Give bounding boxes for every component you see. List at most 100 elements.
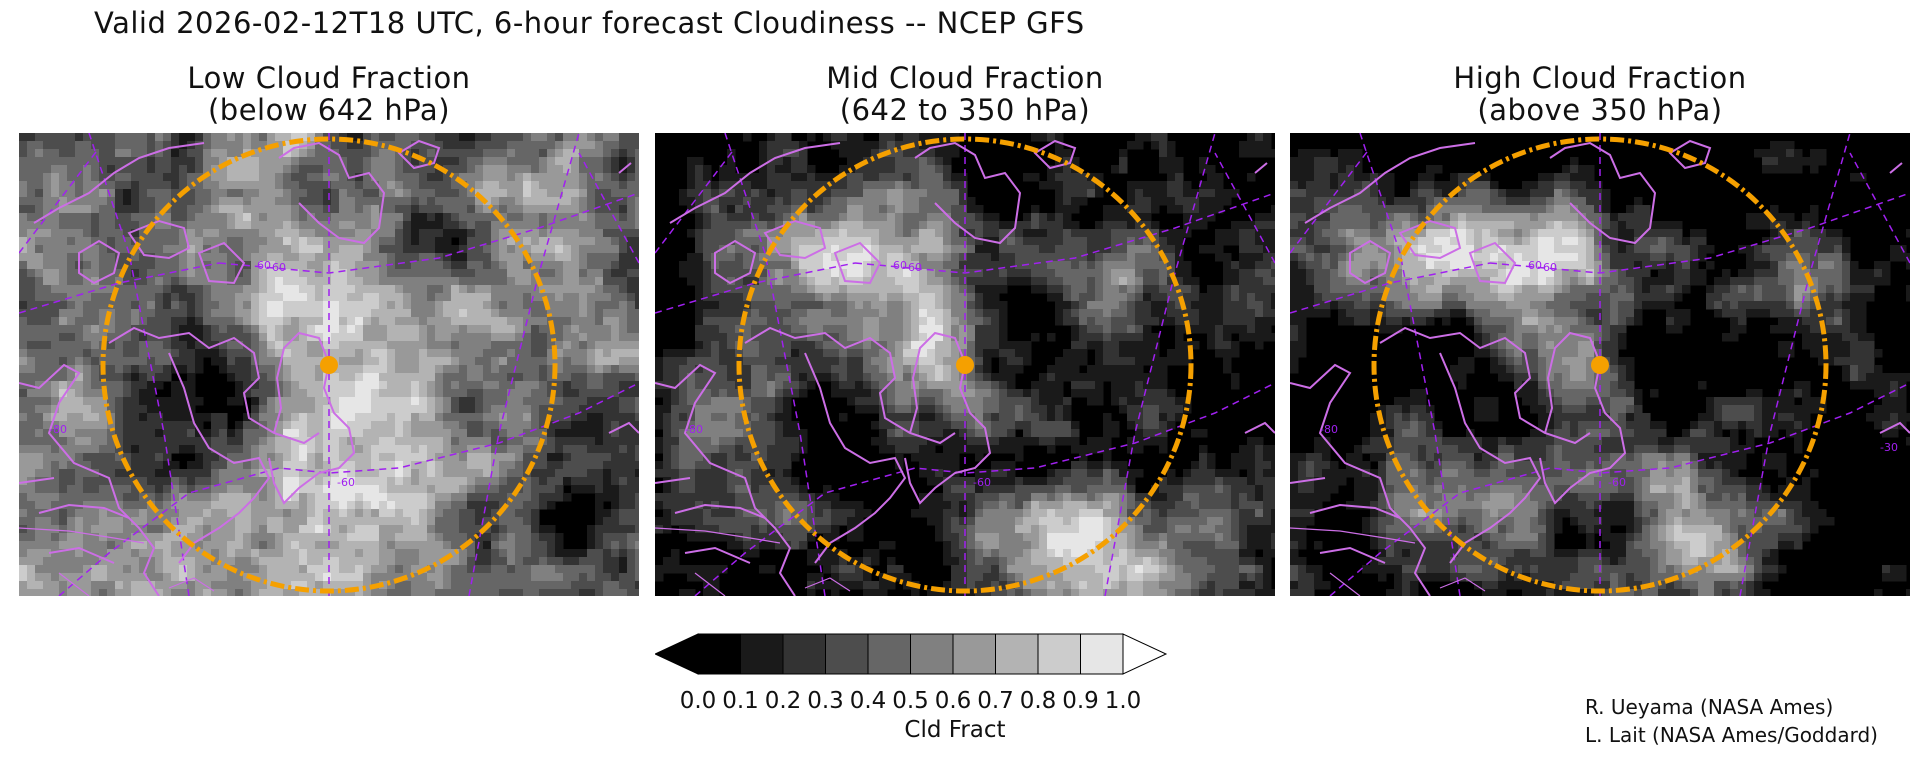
coastline bbox=[914, 141, 1022, 245]
border-line bbox=[1290, 527, 1416, 544]
colorbar-segment bbox=[952, 633, 996, 675]
colorbar-segment bbox=[1080, 633, 1124, 675]
meridian-line bbox=[724, 133, 826, 596]
colorbar-tick-label: 0.1 bbox=[722, 688, 759, 714]
panel-title-low-line2: (below 642 hPa) bbox=[207, 93, 451, 127]
colorbar-tick-label: 0.4 bbox=[849, 688, 887, 714]
range-ring bbox=[100, 136, 558, 594]
grid-label: 60 bbox=[257, 259, 271, 272]
coastline bbox=[1879, 162, 1910, 434]
target-point-marker bbox=[1591, 356, 1609, 374]
parallel-line bbox=[1329, 382, 1910, 596]
panel-title-mid: Mid Cloud Fraction (642 to 350 hPa) bbox=[655, 62, 1275, 126]
border-line bbox=[168, 577, 215, 592]
colorbar-tick-label: 0.3 bbox=[807, 688, 844, 714]
colorbar-over-triangle bbox=[1122, 633, 1168, 675]
colorbar-tick-label: 0.7 bbox=[977, 688, 1014, 714]
colorbar-tick-label: 0.8 bbox=[1019, 688, 1057, 714]
panel-title-high-line2: (above 350 hPa) bbox=[1477, 93, 1723, 127]
parallel-line bbox=[694, 382, 1275, 596]
grid-label: -80 bbox=[685, 423, 703, 436]
colorbar-segment bbox=[782, 633, 826, 675]
border-line bbox=[1439, 577, 1486, 592]
target-point-marker bbox=[956, 356, 974, 374]
credit-line-1: R. Ueyama (NASA Ames) bbox=[1585, 695, 1834, 719]
colorbar-segment bbox=[740, 633, 784, 675]
coastline bbox=[833, 241, 882, 285]
coastline bbox=[397, 139, 441, 170]
parallel-line bbox=[218, 192, 639, 274]
coastline bbox=[127, 219, 191, 260]
coastline bbox=[714, 239, 757, 285]
coastline bbox=[1468, 241, 1517, 285]
parallel-line bbox=[655, 262, 856, 314]
colorbar-tick-label: 0.6 bbox=[934, 688, 972, 714]
border-line bbox=[655, 527, 781, 544]
grid-label: -60 bbox=[973, 476, 991, 489]
coastline bbox=[33, 142, 205, 224]
panel-title-high-line1: High Cloud Fraction bbox=[1453, 61, 1747, 95]
coastline bbox=[1033, 139, 1077, 170]
colorbar-tick-label: 0.2 bbox=[764, 688, 802, 714]
coastline bbox=[655, 363, 796, 596]
meridian-line bbox=[1849, 152, 1910, 264]
target-point-marker bbox=[320, 356, 338, 374]
colorbar-tick-label: 1.0 bbox=[1104, 688, 1142, 714]
colorbar-tick-label: 0.0 bbox=[679, 688, 717, 714]
map-panel-high[interactable]: 60 60 -80 -60 -30 bbox=[1290, 133, 1910, 596]
credit-line-2: L. Lait (NASA Ames/Goddard) bbox=[1585, 723, 1878, 747]
meridian-line bbox=[655, 147, 736, 254]
colorbar-tick-label: 0.9 bbox=[1062, 688, 1099, 714]
coastline bbox=[19, 363, 160, 596]
parallel-line bbox=[19, 262, 220, 314]
map-svg: 60 60 -80 -60 bbox=[655, 133, 1275, 596]
coastline bbox=[19, 477, 130, 564]
coastline bbox=[1668, 139, 1712, 170]
coastline bbox=[608, 162, 639, 434]
coastline bbox=[1349, 239, 1392, 285]
border-line bbox=[1329, 572, 1361, 596]
parallel-line bbox=[1489, 192, 1910, 274]
grid-label: -60 bbox=[1608, 476, 1626, 489]
coastline bbox=[268, 331, 356, 505]
border-line bbox=[804, 577, 851, 592]
grid-label: 60 bbox=[1543, 261, 1557, 274]
colorbar-label: Cld Fract bbox=[904, 717, 1006, 743]
grid-label: -30 bbox=[1880, 441, 1898, 454]
panel-title-mid-line1: Mid Cloud Fraction bbox=[826, 61, 1104, 95]
grid-label: -80 bbox=[49, 423, 67, 436]
grid-label: -80 bbox=[1320, 423, 1338, 436]
coastline bbox=[1549, 141, 1657, 245]
coastline bbox=[278, 141, 386, 245]
map-svg: 60 60 -80 -60 -30 bbox=[1290, 133, 1910, 596]
coastline bbox=[1290, 363, 1431, 596]
coastlines bbox=[19, 139, 639, 596]
grid-label: -60 bbox=[337, 476, 355, 489]
colorbar-segment bbox=[910, 633, 954, 675]
coastline bbox=[904, 331, 992, 505]
parallel-line bbox=[854, 192, 1275, 274]
panel-title-high: High Cloud Fraction (above 350 hPa) bbox=[1290, 62, 1910, 126]
coastlines bbox=[655, 139, 1275, 596]
meridian-line bbox=[1214, 152, 1275, 264]
border-line bbox=[58, 572, 90, 596]
grid-label: 60 bbox=[893, 259, 907, 272]
map-panel-mid[interactable]: 60 60 -80 -60 bbox=[655, 133, 1275, 596]
meridian-line bbox=[1290, 147, 1371, 254]
colorbar-tick-label: 0.5 bbox=[892, 688, 929, 714]
range-ring bbox=[736, 136, 1194, 594]
meridian-line bbox=[19, 147, 100, 254]
colorbar-segment bbox=[867, 633, 911, 675]
coastline bbox=[1304, 142, 1476, 224]
grid-label: 60 bbox=[272, 261, 286, 274]
coastline bbox=[669, 142, 841, 224]
grid-label: 60 bbox=[908, 261, 922, 274]
colorbar-segment bbox=[697, 633, 741, 675]
parallel-line bbox=[1290, 262, 1491, 314]
colorbar-under-triangle bbox=[655, 633, 699, 675]
panel-title-mid-line2: (642 to 350 hPa) bbox=[839, 93, 1091, 127]
cloud-field bbox=[655, 133, 1275, 596]
grid-label: 60 bbox=[1528, 259, 1542, 272]
map-panel-low[interactable]: 60 60 -80 -60 bbox=[19, 133, 639, 596]
coastline bbox=[197, 241, 246, 285]
